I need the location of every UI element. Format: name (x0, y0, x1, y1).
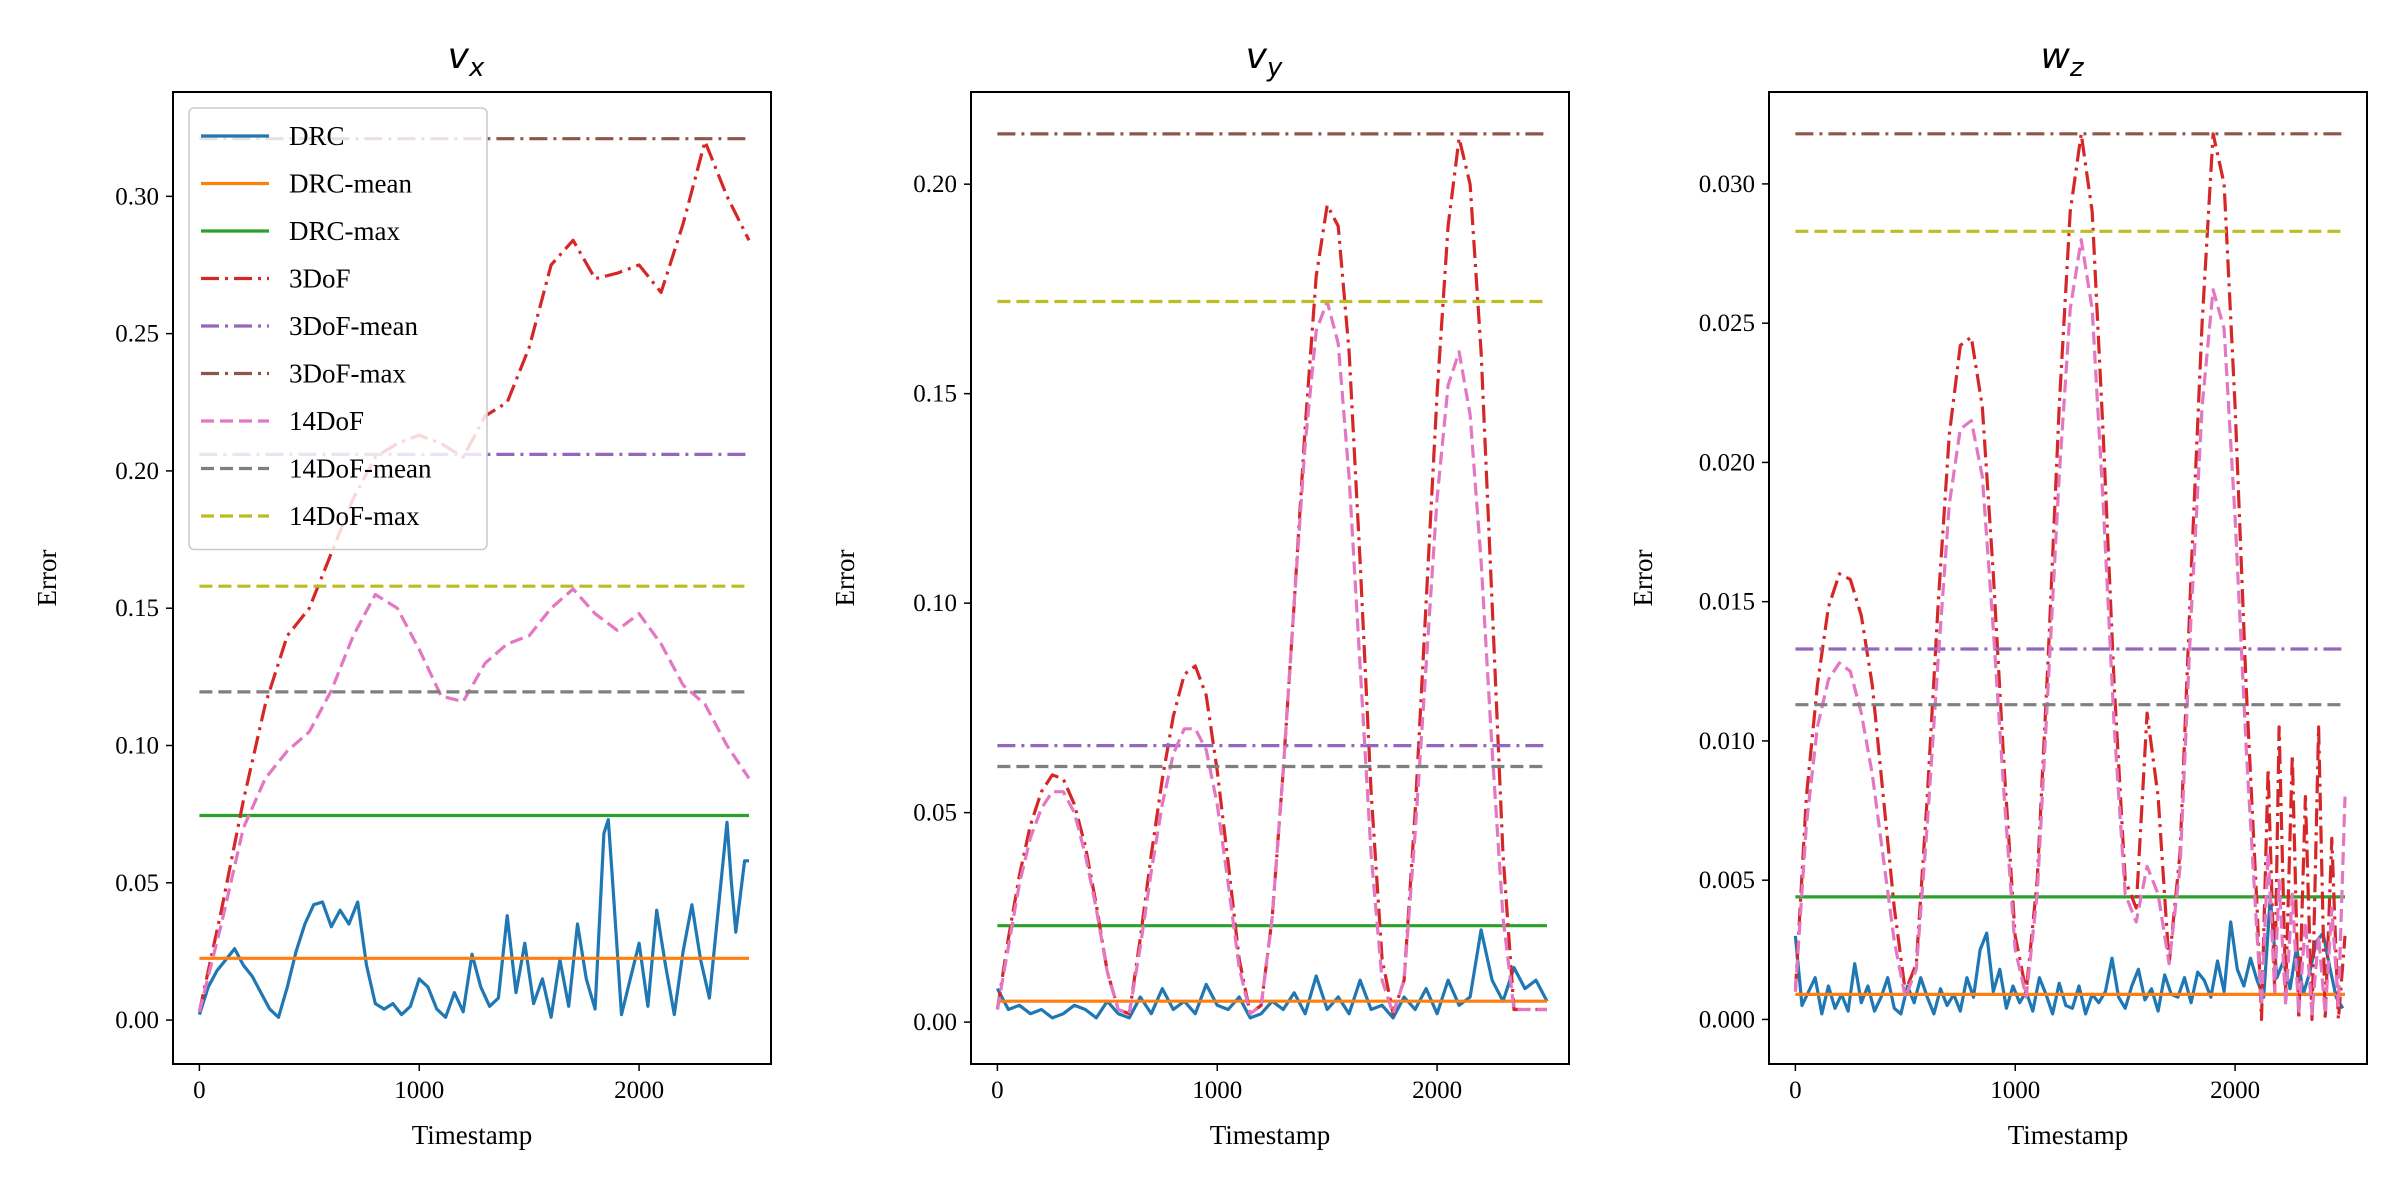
chart-title: vx (448, 36, 485, 83)
legend-label: 14DoF-mean (289, 454, 432, 484)
series-drc (1793, 895, 2345, 1016)
y-tick-label: 0.015 (1699, 589, 1755, 616)
x-axis-label: Timestamp (2008, 1120, 2129, 1150)
axes-frame (970, 91, 1570, 1065)
y-tick-label: 0.020 (1699, 449, 1755, 476)
legend-label: 3DoF-mean (289, 311, 418, 341)
y-tick-label: 0.00 (115, 1007, 159, 1034)
y-tick-label: 0.05 (115, 870, 159, 897)
y-tick-label: 0.25 (115, 321, 159, 348)
chart-title-subscript: y (1266, 53, 1283, 83)
legend-label: DRC-mean (289, 169, 412, 199)
x-tick-label: 1000 (1192, 1077, 1242, 1104)
y-tick-label: 0.15 (115, 595, 159, 622)
x-tick-label: 0 (1789, 1077, 1802, 1104)
legend-label: 14DoF-max (289, 501, 420, 531)
series-3dof (995, 136, 1547, 1016)
y-axis-label: Error (1628, 550, 1658, 607)
chart-panel-3: 0 1000 2000 0.000 0.005 0.010 0.015 0.020 0.025 0… (1628, 36, 2368, 1150)
y-axis-label: Error (830, 550, 860, 607)
y-axis-label: Error (32, 550, 62, 607)
y-tick-label: 0.00 (913, 1009, 957, 1036)
y-tick-label: 0.30 (115, 183, 159, 210)
chart-title-subscript: z (2069, 53, 2085, 83)
series-group (995, 132, 1549, 1020)
y-tick-label: 0.025 (1699, 310, 1755, 337)
series-14dof (1793, 238, 2347, 1016)
legend-label: DRC (289, 121, 345, 151)
x-tick-label: 2000 (1412, 1077, 1462, 1104)
y-tick-label: 0.10 (115, 732, 159, 759)
x-axis-label: Timestamp (1210, 1120, 1331, 1150)
legend-label: 3DoF-max (289, 359, 406, 389)
y-tick-label: 0.005 (1699, 867, 1755, 894)
series-drc (197, 817, 749, 1019)
series-group (1793, 132, 2347, 1022)
chart-panel-1: 0 1000 2000 0.00 0.05 0.10 0.15 0.20 0.25 0.30 Tim… (32, 36, 772, 1150)
x-tick-label: 1000 (394, 1077, 444, 1104)
y-tick-label: 0.20 (115, 458, 159, 485)
x-tick-label: 1000 (1990, 1077, 2040, 1104)
chart-panel-2: 0 1000 2000 0.00 0.05 0.10 0.15 0.20 Timestamp Er… (830, 36, 1570, 1150)
axes-frame (172, 91, 772, 1065)
axes-frame (1768, 91, 2368, 1065)
series-14dof (197, 587, 751, 1013)
x-tick-label: 2000 (2210, 1077, 2260, 1104)
chart-title-base: v (448, 36, 470, 77)
legend-label: 3DoF (289, 264, 351, 294)
legend: DRC DRC-mean DRC-max 3DoF 3DoF-mean 3DoF-max 1… (188, 107, 488, 551)
chart-title-base: w (2040, 36, 2070, 77)
series-drc (995, 928, 1549, 1020)
chart-title: wz (2040, 36, 2084, 83)
chart-title-base: v (1246, 36, 1268, 77)
x-tick-label: 0 (193, 1077, 206, 1104)
series-14dof (995, 299, 1547, 1016)
legend-box (188, 107, 488, 551)
y-tick-label: 0.030 (1699, 171, 1755, 198)
y-tick-label: 0.20 (913, 171, 957, 198)
x-axis-label: Timestamp (412, 1120, 533, 1150)
y-tick-label: 0.15 (913, 381, 957, 408)
legend-label: 14DoF (289, 406, 364, 436)
legend-label: DRC-max (289, 216, 400, 246)
y-tick-label: 0.10 (913, 590, 957, 617)
y-tick-label: 0.05 (913, 800, 957, 827)
chart-title-subscript: x (468, 53, 485, 83)
y-tick-label: 0.010 (1699, 728, 1755, 755)
series-3dof (1793, 132, 2347, 1022)
y-tick-label: 0.000 (1699, 1006, 1755, 1033)
chart-title: vy (1246, 36, 1283, 83)
x-tick-label: 0 (991, 1077, 1004, 1104)
x-tick-label: 2000 (614, 1077, 664, 1104)
